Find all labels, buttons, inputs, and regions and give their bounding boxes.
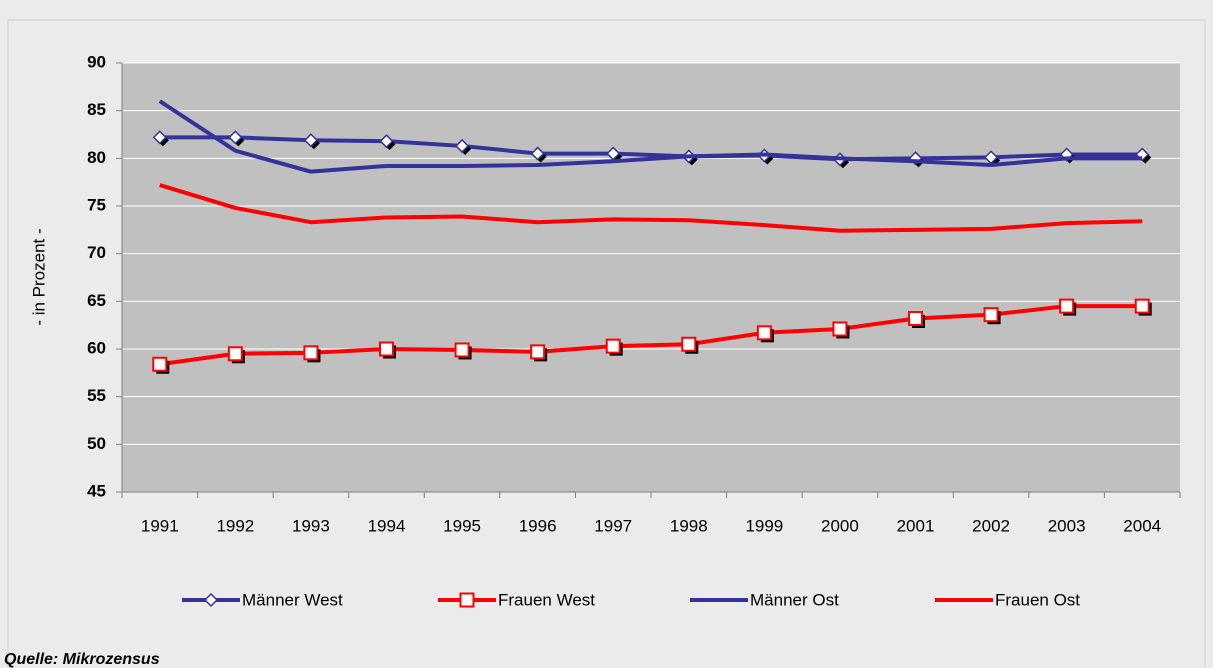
marker xyxy=(303,133,318,148)
x-tick-label: 2003 xyxy=(1048,516,1086,535)
marker xyxy=(983,307,999,323)
source: Quelle: Mikrozensus xyxy=(4,651,160,668)
marker xyxy=(908,310,923,326)
y-tick-label: 80 xyxy=(87,148,106,167)
x-tick-label: 1995 xyxy=(443,516,481,535)
marker xyxy=(455,138,470,154)
x-tick-label: 1993 xyxy=(292,516,330,535)
x-tick-label: 2000 xyxy=(821,516,859,535)
x-tick-label: 2002 xyxy=(972,516,1010,535)
y-tick-label: 75 xyxy=(87,195,106,214)
x-tick-label: 1996 xyxy=(519,516,557,535)
x-tick-label: 1994 xyxy=(368,516,406,535)
y-tick-label: 85 xyxy=(87,100,106,119)
legend-label: Männer Ost xyxy=(750,590,839,609)
marker xyxy=(228,130,243,145)
marker xyxy=(605,338,621,354)
x-tick-label: 1991 xyxy=(141,516,179,535)
marker xyxy=(756,325,772,341)
series-line xyxy=(159,183,1143,233)
marker xyxy=(530,146,545,161)
marker xyxy=(152,356,168,372)
marker xyxy=(832,321,848,337)
marker xyxy=(227,346,243,362)
marker xyxy=(1059,298,1075,314)
legend-label: Frauen Ost xyxy=(995,590,1080,609)
marker xyxy=(459,592,475,608)
series-line xyxy=(159,304,1143,367)
y-tick-label: 55 xyxy=(87,386,106,405)
y-tick-label: 60 xyxy=(87,338,106,357)
marker xyxy=(203,592,219,608)
series-line xyxy=(159,135,1143,162)
x-tick-label: 1997 xyxy=(594,516,632,535)
marker xyxy=(1135,147,1150,162)
y-tick-label: 50 xyxy=(87,434,106,453)
x-tick-label: 2001 xyxy=(897,516,935,535)
legend-label: Frauen West xyxy=(498,590,595,609)
marker xyxy=(152,130,167,145)
y-tick-label: 70 xyxy=(87,243,106,262)
y-axis-label: - in Prozent - xyxy=(29,228,48,325)
y-tick-label: 65 xyxy=(87,291,106,310)
x-tick-label: 1998 xyxy=(670,516,708,535)
y-tick-label: 45 xyxy=(87,481,106,500)
marker xyxy=(379,134,394,149)
plot-area xyxy=(122,63,1180,492)
x-tick-label: 1999 xyxy=(745,516,783,535)
marker xyxy=(303,345,319,361)
marker xyxy=(454,342,470,358)
x-tick-label: 1992 xyxy=(216,516,254,535)
marker xyxy=(681,336,697,352)
legend-label: Männer West xyxy=(242,590,343,609)
series-line xyxy=(158,99,1143,174)
y-tick-label: 90 xyxy=(87,52,106,71)
marker xyxy=(1134,298,1150,314)
marker xyxy=(379,341,394,357)
x-tick-label: 2004 xyxy=(1123,516,1161,535)
marker xyxy=(530,344,546,360)
